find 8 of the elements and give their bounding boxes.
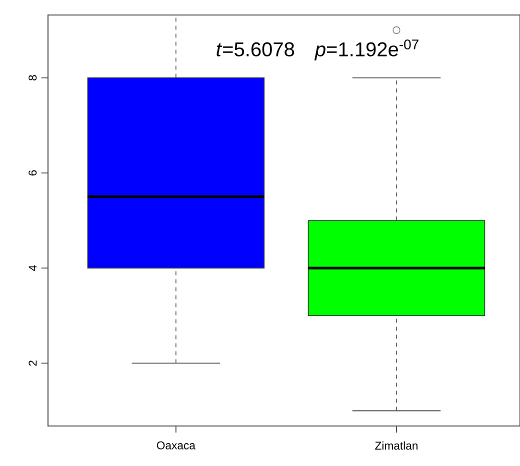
y-tick-label: 6	[28, 170, 37, 176]
x-tick-label: Oaxaca	[156, 441, 196, 450]
annotation: p=1.192e$^{-07}$	[314, 39, 418, 60]
annotation: t=5.6078	[216, 42, 294, 56]
x-tick-label: Zimatlan	[375, 441, 418, 450]
y-tick-label: 8	[28, 75, 37, 80]
y-tick-label: 2	[28, 360, 37, 366]
y-tick-label: 4	[28, 265, 37, 271]
